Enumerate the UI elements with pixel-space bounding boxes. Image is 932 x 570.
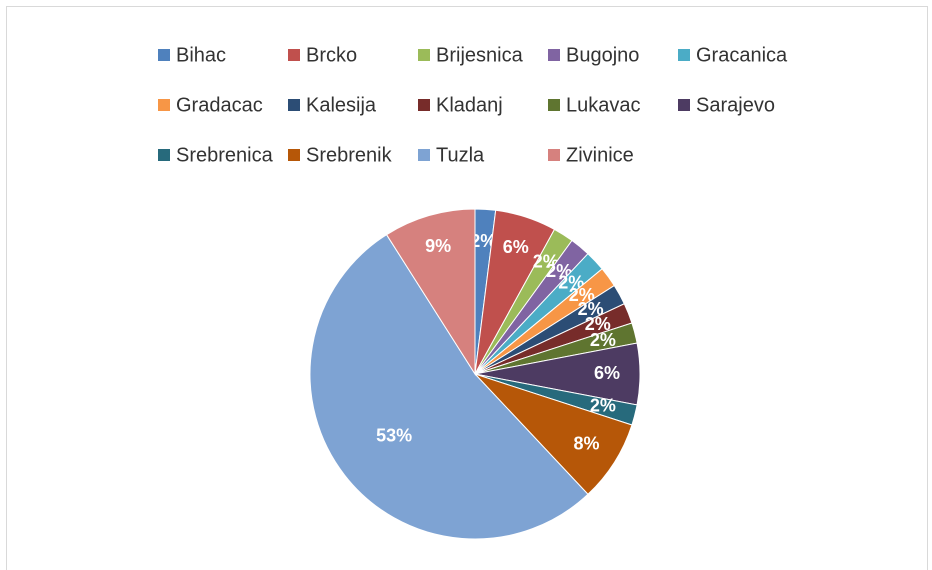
legend-label: Brijesnica — [436, 44, 524, 66]
legend-label: Gradacac — [176, 94, 263, 116]
legend-swatch — [288, 49, 300, 61]
data-label: 9% — [425, 236, 451, 256]
legend-swatch — [548, 49, 560, 61]
data-label: 8% — [573, 433, 599, 453]
data-label: 2% — [533, 251, 559, 271]
data-label: 6% — [503, 237, 529, 257]
data-label: 2% — [558, 272, 584, 292]
data-label: 2% — [590, 396, 616, 416]
data-label: 2% — [585, 314, 611, 334]
legend-label: Bugojno — [566, 44, 639, 66]
legend-swatch — [678, 49, 690, 61]
legend-swatch — [158, 99, 170, 111]
data-label: 2% — [590, 330, 616, 350]
data-label: 6% — [594, 363, 620, 383]
legend-label: Kladanj — [436, 94, 503, 116]
legend-label: Brcko — [306, 44, 357, 66]
legend-swatch — [158, 149, 170, 161]
legend-label: Sarajevo — [696, 94, 775, 116]
legend-swatch — [548, 99, 560, 111]
legend-swatch — [418, 99, 430, 111]
pie-slice — [309, 233, 589, 540]
legend-swatch — [158, 49, 170, 61]
legend-swatch — [678, 99, 690, 111]
legend-swatch — [288, 99, 300, 111]
legend-label: Tuzla — [436, 144, 485, 166]
legend-label: Bihac — [176, 44, 226, 66]
legend-swatch — [418, 49, 430, 61]
data-label: 53% — [376, 425, 412, 445]
legend-swatch — [288, 149, 300, 161]
legend-label: Kalesija — [306, 94, 377, 116]
legend-label: Zivinice — [566, 144, 634, 166]
legend-label: Lukavac — [566, 94, 641, 116]
data-label: 2% — [569, 285, 595, 305]
legend-swatch — [548, 149, 560, 161]
legend-label: Gracanica — [696, 44, 788, 66]
legend-label: Srebrenica — [176, 144, 274, 166]
data-label: 2% — [470, 231, 496, 251]
legend-swatch — [418, 149, 430, 161]
pie-slice — [385, 208, 476, 376]
data-label: 2% — [578, 299, 604, 319]
legend-label: Srebrenik — [306, 144, 393, 166]
data-label: 2% — [546, 261, 572, 281]
